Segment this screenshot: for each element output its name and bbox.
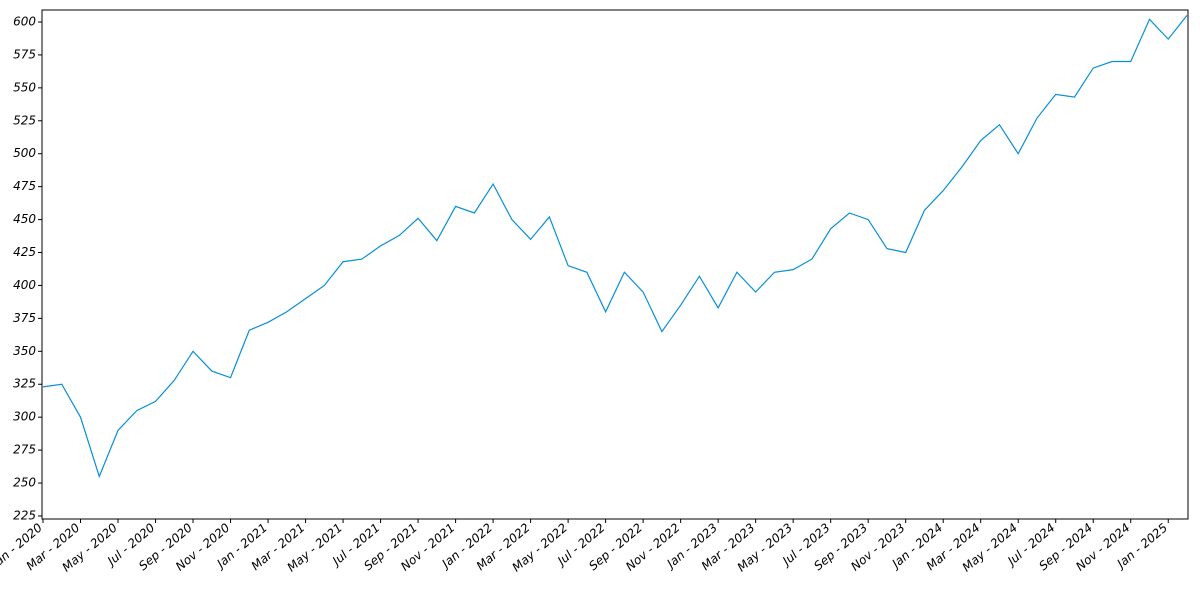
y-tick-label: 525	[13, 113, 36, 127]
y-tick-label: 300	[13, 410, 36, 424]
y-tick-label: 400	[13, 278, 36, 292]
y-tick-label: 225	[13, 508, 36, 522]
y-tick-label: 350	[13, 344, 36, 358]
y-tick-label: 475	[13, 179, 36, 193]
y-tick-label: 375	[13, 311, 36, 325]
y-tick-label: 250	[13, 476, 36, 490]
y-tick-label: 600	[13, 14, 36, 28]
price-line	[42, 15, 1188, 479]
plot-frame	[41, 9, 1189, 520]
y-tick-label: 575	[13, 47, 36, 61]
y-tick-label: 500	[13, 146, 36, 160]
y-tick-label: 450	[13, 212, 36, 226]
y-tick-label: 325	[13, 377, 36, 391]
y-tick-label: 550	[13, 80, 36, 94]
y-tick-label: 275	[13, 443, 36, 457]
y-tick-label: 425	[13, 245, 36, 259]
